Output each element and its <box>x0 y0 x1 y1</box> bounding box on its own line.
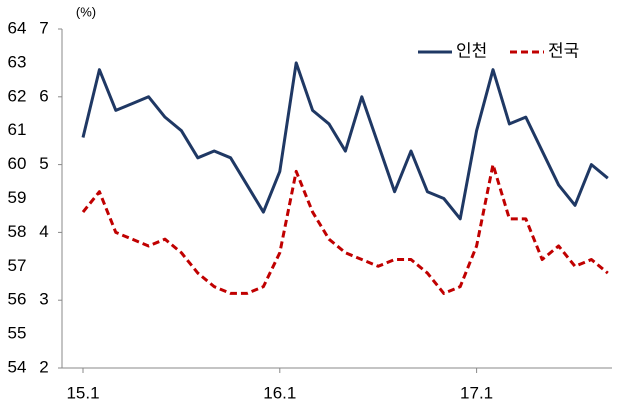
y2-tick-label: 58 <box>8 222 27 241</box>
y2-tick-label: 56 <box>8 290 27 309</box>
legend-label: 전국 <box>548 41 579 60</box>
y2-tick-label: 57 <box>8 256 27 275</box>
y-tick-label: 7 <box>39 18 48 37</box>
y2-tick-label: 63 <box>8 52 27 71</box>
series-line <box>81 163 609 295</box>
y2-tick-label: 64 <box>8 18 27 37</box>
x-tick-label: 15.1 <box>66 383 99 402</box>
y-tick-label: 6 <box>39 86 48 105</box>
y2-tick-label: 62 <box>8 86 27 105</box>
y-tick-label: 2 <box>39 357 48 376</box>
y2-tick-label: 59 <box>8 188 27 207</box>
unit-label: (%) <box>76 4 96 19</box>
y2-tick-label: 61 <box>8 120 27 139</box>
y-tick-label: 5 <box>39 154 48 173</box>
series-line <box>81 61 609 221</box>
x-tick-label: 17.1 <box>460 383 493 402</box>
y-tick-label: 4 <box>39 222 48 241</box>
x-tick-label: 16.1 <box>263 383 296 402</box>
y2-tick-label: 55 <box>8 324 27 343</box>
y-tick-label: 3 <box>39 290 48 309</box>
y2-tick-label: 60 <box>8 154 27 173</box>
y2-tick-label: 54 <box>8 357 27 376</box>
legend-label: 인천 <box>456 41 487 60</box>
